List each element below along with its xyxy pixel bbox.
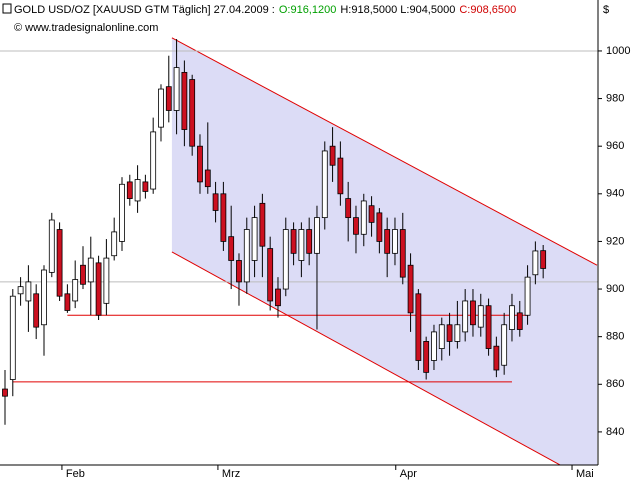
candle-body <box>33 293 40 328</box>
candle-body <box>165 86 172 111</box>
candle-body <box>431 331 437 361</box>
candle-body <box>267 248 274 302</box>
candle-body <box>119 183 125 242</box>
y-tick-label: 860 <box>606 378 624 390</box>
candle-body <box>532 250 539 276</box>
candle-body <box>446 324 453 342</box>
candle-body <box>298 229 305 261</box>
x-tick-label: Mrz <box>222 468 240 480</box>
candle-body <box>95 262 102 316</box>
x-tick-label: Feb <box>66 468 85 480</box>
x-tick-label: Apr <box>400 468 417 480</box>
candle-body <box>540 250 547 269</box>
candle-body <box>392 229 398 254</box>
source: © www.tradesignalonline.com <box>14 22 158 34</box>
candle-body <box>477 305 484 328</box>
candle-body <box>48 219 55 273</box>
candle-body <box>275 288 281 307</box>
candle-body <box>454 324 461 342</box>
candle-body <box>321 150 328 219</box>
candle-body <box>64 293 71 311</box>
candle-body <box>243 229 250 283</box>
candle-body <box>314 217 320 254</box>
candle-body <box>126 181 133 199</box>
candle-body <box>485 305 492 349</box>
candle-body <box>360 200 367 235</box>
candle-body <box>25 281 32 302</box>
legend-icon <box>2 3 12 14</box>
candle-body <box>251 217 258 261</box>
candle-body <box>493 345 500 371</box>
candle-body <box>524 276 531 316</box>
candle-body <box>423 341 430 373</box>
y-tick-label: 1000 <box>606 45 630 57</box>
candle-body <box>150 131 157 190</box>
quote-close: C:908,6500 <box>459 4 516 16</box>
candle-body <box>399 229 406 278</box>
candle-body <box>80 264 86 285</box>
candle-body <box>87 257 94 283</box>
quote-open: O:916,1200 <box>279 4 337 16</box>
quote-high-low: H:918,5000 L:904,5000 <box>340 4 455 16</box>
candle-body <box>181 71 188 130</box>
candle-body <box>189 79 196 147</box>
y-tick-label: 980 <box>606 92 624 104</box>
candle-body <box>134 179 141 202</box>
candle-body <box>415 293 422 361</box>
channel-line <box>171 251 562 465</box>
candle-body <box>173 67 180 111</box>
candle-body <box>376 212 383 242</box>
candle-body <box>204 169 211 188</box>
y-tick-label: 940 <box>606 188 624 200</box>
axes: 840 860 880 900 920 940 960 980 1000 Feb Mrz Apr Mai <box>61 45 630 480</box>
candle-body <box>345 198 352 219</box>
candle-body <box>337 157 344 195</box>
candle-body <box>158 88 164 128</box>
candle-body <box>282 229 289 290</box>
candle-body <box>111 231 118 257</box>
candle-body <box>142 181 149 192</box>
candle-body <box>384 229 391 254</box>
candle-body <box>103 257 110 304</box>
x-tick-label: Mai <box>576 468 594 480</box>
candle-body <box>72 279 79 302</box>
candle-body <box>329 145 336 166</box>
candle-body <box>290 229 297 254</box>
candle-body <box>41 269 47 326</box>
candle-body <box>228 236 235 261</box>
candle-body <box>501 324 508 366</box>
candle-body <box>259 202 266 247</box>
y-tick-label: 840 <box>606 426 624 438</box>
candle-body <box>2 388 8 397</box>
candle-body <box>17 286 24 295</box>
candle-body <box>509 305 515 330</box>
channel-line <box>171 37 598 266</box>
candle-body <box>197 145 203 183</box>
candle-body <box>9 295 16 380</box>
unit-label: $ <box>603 4 609 16</box>
candle-body <box>353 217 359 235</box>
y-tick-label: 900 <box>606 283 624 295</box>
candle-body <box>212 193 219 211</box>
candle-body <box>516 312 523 330</box>
candle-body <box>56 229 63 297</box>
plot-area <box>0 37 598 465</box>
y-tick-label: 920 <box>606 235 624 247</box>
candle-body <box>462 300 469 333</box>
candle-body <box>407 264 414 314</box>
candle-body <box>470 300 476 326</box>
candle-body <box>306 229 313 254</box>
candle-body <box>368 205 375 223</box>
chart-title: GOLD USD/OZ [XAUUSD GTM Täglich] 27.04.2… <box>14 4 275 16</box>
y-tick-label: 880 <box>606 331 624 343</box>
candle-body <box>220 193 227 242</box>
candle-body <box>236 260 242 283</box>
y-tick-label: 960 <box>606 140 624 152</box>
candle-body <box>438 324 445 349</box>
